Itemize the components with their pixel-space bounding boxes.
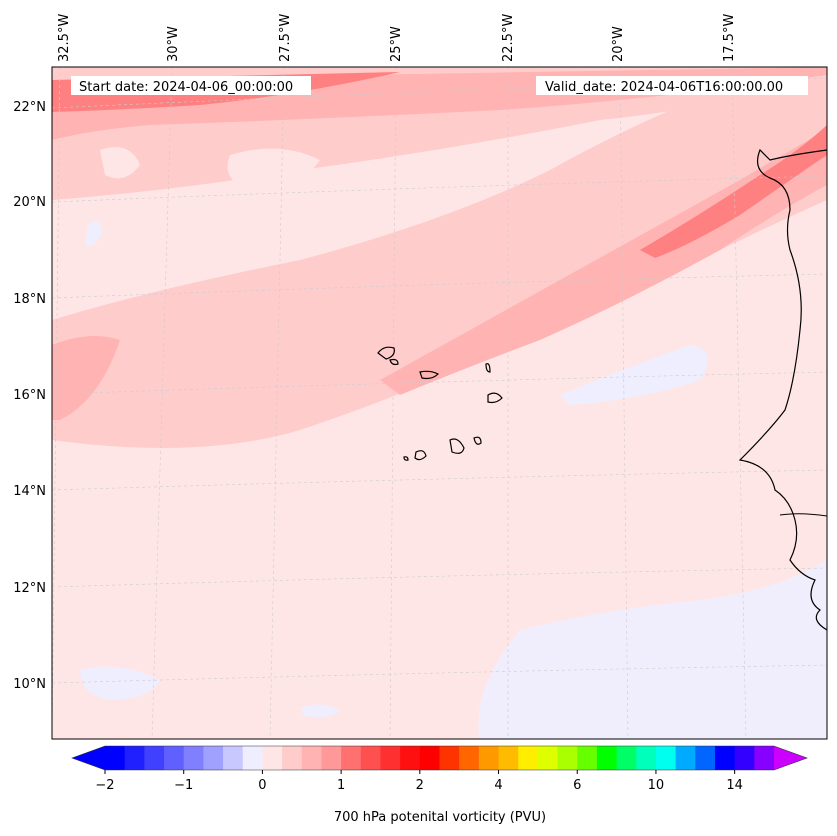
colorbar-tick-label: 14 — [726, 778, 743, 793]
negative-pv-patch-west — [80, 666, 160, 700]
lon-label: 22.5°W — [501, 14, 516, 62]
colorbar-segment — [242, 746, 263, 770]
africa-coastline — [738, 148, 827, 631]
colorbar-tick-label: 6 — [573, 778, 581, 793]
colorbar-segment — [616, 746, 637, 770]
colorbar-segment — [203, 746, 224, 770]
colorbar-segment — [164, 746, 185, 770]
colorbar-segment — [400, 746, 421, 770]
colorbar-segment — [498, 746, 519, 770]
colorbar-tick-label: −1 — [174, 778, 193, 793]
valid-date-label: Valid_date: 2024-04-06T16:00:00.00 — [545, 80, 783, 95]
colorbar-segment — [439, 746, 460, 770]
colorbar-segment — [262, 746, 283, 770]
lon-label: 30°W — [166, 26, 181, 62]
pv-band-mid-west — [52, 336, 120, 420]
colorbar-label: 700 hPa potenital vorticity (PVU) — [334, 810, 546, 825]
colorbar-segment — [105, 746, 126, 770]
colorbar-segment — [675, 746, 696, 770]
colorbar-segment — [478, 746, 500, 770]
colorbar-segment — [518, 746, 539, 770]
lon-label: 27.5°W — [278, 14, 293, 62]
valid-date-box — [536, 76, 808, 95]
lon-label: 20°W — [611, 26, 626, 62]
colorbar-tick-label: −2 — [95, 778, 114, 793]
graticule — [52, 67, 827, 739]
latitude-labels: 22°N 20°N 18°N 16°N 14°N 12°N 10°N — [13, 100, 46, 692]
colorbar-segment — [714, 746, 736, 770]
map-panel — [52, 67, 827, 739]
colorbar-tick-label: 4 — [494, 778, 502, 793]
lat-label: 18°N — [13, 292, 46, 307]
colorbar-tick-label: 2 — [416, 778, 424, 793]
colorbar-segment — [321, 746, 342, 770]
colorbar-segment — [183, 746, 204, 770]
colorbar-underflow-arrow — [72, 746, 105, 770]
colorbar-tick-label: 1 — [337, 778, 345, 793]
colorbar-segment — [557, 746, 578, 770]
colorbar-segment — [301, 746, 322, 770]
colorbar-segment — [695, 746, 716, 770]
colorbar-segment — [124, 746, 145, 770]
lon-label: 25°W — [389, 26, 404, 62]
colorbar-segment — [459, 746, 480, 770]
pv-band-light — [52, 67, 827, 448]
pv-gap-small — [100, 147, 140, 179]
colorbar-segment — [636, 746, 657, 770]
colorbar-overflow-arrow — [774, 746, 807, 770]
colorbar-segment — [577, 746, 598, 770]
lat-label: 16°N — [13, 388, 46, 403]
colorbar-segment — [282, 746, 303, 770]
longitude-labels: 32.5°W 30°W 27.5°W 25°W 22.5°W 20°W 17.5… — [57, 14, 737, 62]
colorbar-segment — [380, 746, 401, 770]
lat-label: 10°N — [13, 677, 46, 692]
colorbar-segment — [734, 746, 755, 770]
negative-pv-patch-nw — [85, 221, 102, 247]
colorbar-segment — [419, 746, 440, 770]
pv-gap — [227, 148, 320, 190]
start-date-label: Start date: 2024-04-06_00:00:00 — [79, 80, 293, 95]
start-date-box — [71, 76, 311, 95]
lon-label: 32.5°W — [57, 14, 72, 62]
colorbar-segments — [105, 746, 775, 770]
lat-label: 22°N — [13, 100, 46, 115]
colorbar-segment — [360, 746, 381, 770]
lat-label: 12°N — [13, 581, 46, 596]
cape-verde-islands — [377, 346, 503, 461]
negative-pv-area-south — [478, 560, 827, 739]
colorbar: −2 −1 0 1 2 4 6 10 14 700 hPa potenital vorticit… — [71, 745, 808, 825]
pv-band-mid — [380, 130, 827, 395]
negative-pv-patch — [560, 345, 708, 405]
colorbar-segment — [537, 746, 559, 770]
colorbar-tick-label: 0 — [258, 778, 266, 793]
pv-core-east — [640, 125, 827, 258]
colorbar-segment — [596, 746, 618, 770]
colorbar-segment — [223, 746, 244, 770]
colorbar-tick-label: 10 — [648, 778, 665, 793]
map-frame — [51, 66, 828, 740]
colorbar-segment — [754, 746, 775, 770]
colorbar-segment — [655, 746, 677, 770]
negative-pv-patch-small — [300, 704, 340, 718]
colorbar-segment — [144, 746, 165, 770]
lon-label: 17.5°W — [722, 14, 737, 62]
lat-label: 14°N — [13, 484, 46, 499]
colorbar-segment — [341, 746, 362, 770]
colorbar-ticks: −2 −1 0 1 2 4 6 10 14 — [95, 770, 743, 793]
gambia-border — [779, 513, 827, 517]
lat-label: 20°N — [13, 195, 46, 210]
